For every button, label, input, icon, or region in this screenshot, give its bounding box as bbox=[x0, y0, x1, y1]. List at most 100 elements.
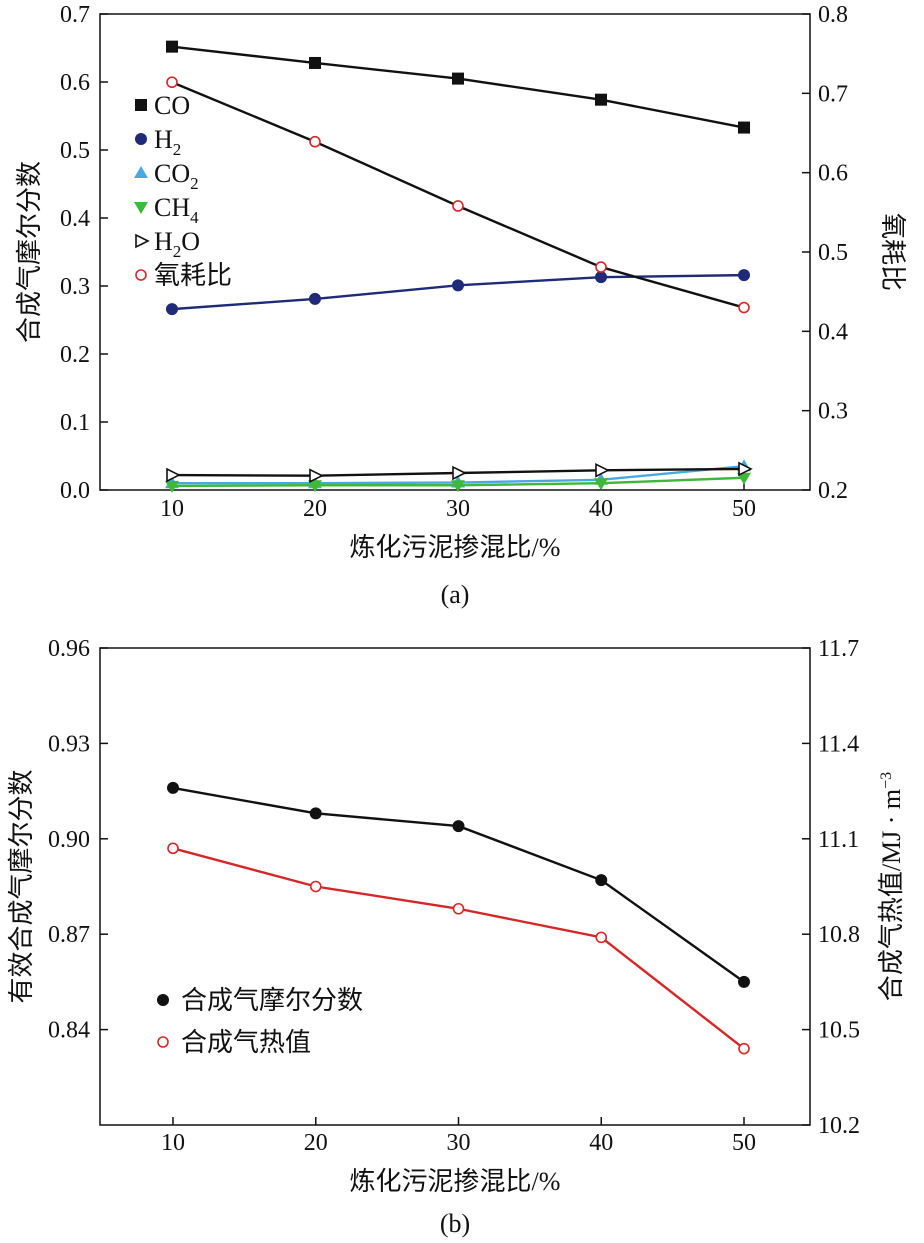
y-left-tick-label: 0.5 bbox=[60, 138, 90, 164]
y-right-tick-label: 10.2 bbox=[818, 1113, 860, 1139]
legend-label: 合成气热值 bbox=[181, 1028, 311, 1057]
legend-label: CH4 bbox=[154, 193, 199, 227]
plot-frame bbox=[99, 13, 811, 491]
y-right-axis-label-part: 合成气热值/MJ · m bbox=[877, 789, 906, 1001]
data-point bbox=[309, 880, 322, 893]
legend-label-part: CH bbox=[154, 193, 190, 222]
data-point bbox=[738, 461, 753, 477]
data-point bbox=[594, 478, 608, 491]
data-point bbox=[595, 462, 610, 478]
data-point bbox=[595, 931, 608, 944]
series-line bbox=[171, 81, 745, 309]
legend-marker bbox=[135, 99, 147, 111]
chart-panel-b: 10 20 30 40 50 0.84 0.87 0.90 0.93 0.96 10.2 10.5 10… bbox=[7, 636, 906, 1238]
y-left-tick-label: 0.1 bbox=[60, 410, 90, 436]
panel-caption: (b) bbox=[440, 1209, 470, 1238]
legend-label-part: H bbox=[154, 125, 173, 154]
data-point bbox=[452, 72, 464, 85]
x-tick-label: 50 bbox=[732, 1130, 756, 1156]
x-tick-label: 10 bbox=[161, 1130, 185, 1156]
legend-label: H2 bbox=[154, 125, 181, 159]
y-left-tick-label: 0.7 bbox=[60, 2, 90, 28]
legend-marker bbox=[135, 133, 147, 145]
legend-marker bbox=[134, 166, 148, 178]
plot-frame bbox=[99, 647, 811, 1126]
data-point bbox=[595, 874, 608, 887]
y-left-tick-label: 0.4 bbox=[60, 206, 90, 232]
data-point bbox=[738, 121, 750, 134]
data-point bbox=[452, 200, 464, 212]
data-point bbox=[738, 1042, 750, 1055]
y-left-axis-label: 有效合成气摩尔分数 bbox=[7, 769, 36, 1003]
data-point bbox=[308, 480, 322, 493]
legend-label: 合成气摩尔分数 bbox=[181, 986, 363, 1015]
data-point bbox=[166, 40, 178, 53]
y-right-tick-label: 11.1 bbox=[818, 827, 859, 853]
panel-caption: (a) bbox=[441, 580, 470, 609]
y-left-tick-label: 0.87 bbox=[48, 922, 90, 948]
legend-marker bbox=[157, 994, 169, 1006]
x-tick-label: 30 bbox=[447, 1130, 471, 1156]
y-left-tick-label: 0.93 bbox=[48, 731, 90, 757]
data-point bbox=[738, 269, 750, 282]
chart-panel-a: 10 20 30 40 50 0.0 0.1 0.2 0.3 0.4 0.5 0.6 0.7 0.2 0.3… bbox=[15, 2, 907, 609]
legend-label-part: O bbox=[181, 227, 200, 256]
data-point bbox=[737, 472, 751, 485]
y-right-tick-label: 0.2 bbox=[818, 478, 848, 504]
data-point bbox=[167, 781, 179, 794]
data-point bbox=[309, 807, 322, 820]
y-right-tick-label: 10.8 bbox=[818, 922, 860, 948]
data-point bbox=[452, 465, 467, 481]
legend-label-part: 氧耗比 bbox=[154, 261, 232, 290]
legend-label: H2O bbox=[154, 227, 200, 261]
legend-marker bbox=[157, 1036, 169, 1048]
series-H2 bbox=[166, 269, 750, 316]
data-point bbox=[738, 301, 750, 314]
y-left-tick-label: 0.2 bbox=[60, 342, 90, 368]
legend-marker bbox=[135, 233, 150, 249]
legend-label: CO bbox=[154, 91, 190, 120]
series-合成气摩尔分数 bbox=[167, 781, 750, 988]
x-tick-label: 40 bbox=[589, 496, 613, 522]
data-point bbox=[595, 93, 607, 106]
y-right-tick-label: 11.7 bbox=[818, 636, 859, 662]
data-point bbox=[452, 902, 465, 915]
data-point bbox=[452, 820, 465, 833]
y-left-tick-label: 0.3 bbox=[60, 274, 90, 300]
legend-label-part: CO bbox=[154, 159, 190, 188]
x-axis-label: 炼化污泥掺混比/% bbox=[350, 533, 561, 562]
y-right-axis-label: 氧耗比 bbox=[878, 213, 907, 291]
y-left-tick-label: 0.90 bbox=[48, 827, 90, 853]
series-line bbox=[172, 847, 745, 1050]
x-tick-label: 30 bbox=[446, 496, 470, 522]
y-right-tick-label: 0.7 bbox=[818, 81, 848, 107]
y-left-tick-label: 0.0 bbox=[60, 478, 90, 504]
data-point bbox=[167, 842, 179, 855]
x-tick-label: 10 bbox=[160, 496, 184, 522]
data-point bbox=[309, 468, 324, 484]
series-合成气热值 bbox=[167, 842, 750, 1055]
legend-label-part: 4 bbox=[190, 208, 199, 227]
data-point bbox=[165, 480, 179, 493]
legend-marker bbox=[135, 269, 147, 281]
data-point bbox=[452, 279, 464, 292]
x-tick-label: 20 bbox=[304, 1130, 328, 1156]
legend-label-part: H bbox=[154, 227, 173, 256]
legend-label: CO2 bbox=[154, 159, 199, 193]
legend-marker bbox=[134, 202, 148, 214]
x-tick-label: 50 bbox=[732, 496, 756, 522]
data-point bbox=[166, 303, 178, 316]
series-line bbox=[171, 45, 745, 129]
data-point bbox=[309, 56, 321, 69]
x-tick-label: 20 bbox=[303, 496, 327, 522]
y-right-axis-label-part: −3 bbox=[878, 772, 895, 789]
data-point bbox=[595, 271, 607, 284]
y-left-tick-label: 0.6 bbox=[60, 70, 90, 96]
x-tick-label: 40 bbox=[589, 1130, 613, 1156]
series-氧耗比 bbox=[166, 76, 750, 314]
data-point bbox=[451, 480, 465, 493]
y-left-axis-label: 合成气摩尔分数 bbox=[15, 161, 44, 343]
legend-label-part: 2 bbox=[173, 140, 182, 159]
